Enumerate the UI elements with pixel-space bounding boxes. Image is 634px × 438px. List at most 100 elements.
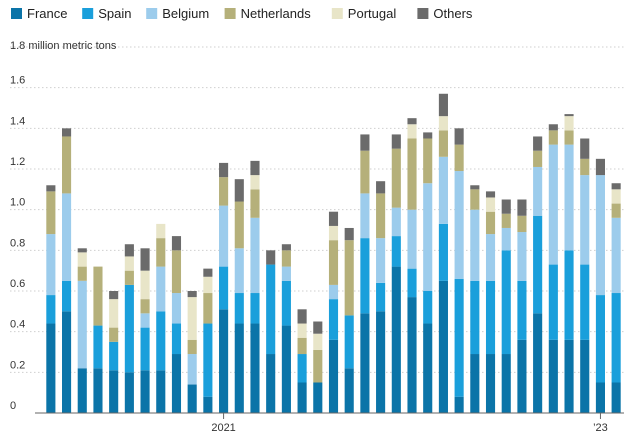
bar-segment-spain	[109, 341, 119, 371]
bar-segment-netherlands	[564, 130, 574, 145]
bar-segment-belgium	[595, 175, 605, 296]
bar-segment-netherlands	[517, 215, 527, 233]
bar-segment-others	[266, 250, 276, 265]
bar-segment-france	[360, 313, 370, 413]
bar-segment-belgium	[171, 293, 182, 324]
bar-segment-belgium	[46, 234, 56, 296]
bar-segment-netherlands	[156, 238, 166, 267]
bar-segment-spain	[219, 266, 229, 310]
bar-segment-belgium	[376, 238, 386, 283]
bar-segment-portugal	[203, 276, 213, 294]
bar-segment-portugal	[109, 299, 119, 328]
bar-segment-france	[266, 354, 276, 413]
bar-segment-belgium	[423, 183, 433, 291]
bar-segment-netherlands	[344, 240, 354, 316]
bar-segment-portugal	[187, 297, 197, 340]
bar-segment-others	[391, 134, 401, 149]
bar-segment-netherlands	[407, 138, 417, 210]
bar-segment-france	[485, 354, 496, 413]
bar-segment-belgium	[485, 234, 496, 281]
bar-segment-others	[313, 321, 323, 334]
bar-segment-spain	[548, 264, 558, 340]
bar-segment-belgium	[438, 156, 448, 224]
bar-segment-france	[376, 311, 386, 413]
bar-segment-netherlands	[360, 150, 370, 194]
bar-segment-others	[234, 179, 244, 202]
legend-swatch-spain	[82, 8, 94, 19]
bar-segment-france	[234, 323, 244, 413]
bar-segment-portugal	[77, 252, 87, 267]
bar-segment-spain	[517, 280, 527, 340]
bar-segment-others	[360, 134, 370, 151]
bar-segment-netherlands	[423, 138, 433, 184]
bar-segment-france	[580, 339, 590, 413]
bar-segment-france	[93, 368, 103, 413]
bar-segment-portugal	[250, 175, 260, 190]
bar-segment-others	[187, 291, 197, 298]
bar-segment-belgium	[407, 209, 417, 269]
bar-segment-netherlands	[580, 158, 590, 176]
bar-segment-netherlands	[250, 189, 260, 218]
bar-segment-spain	[595, 295, 605, 383]
bar-segment-spain	[297, 354, 307, 383]
bar-segment-others	[250, 160, 260, 176]
bar-segment-belgium	[187, 354, 197, 385]
legend-label-others: Others	[433, 6, 473, 21]
bar-segment-belgium	[140, 313, 150, 328]
bar-segment-others	[77, 248, 87, 253]
bar-segment-spain	[140, 327, 150, 371]
bar-segment-netherlands	[219, 177, 229, 206]
legend-swatch-netherlands	[224, 8, 236, 19]
bar-segment-belgium	[564, 144, 574, 251]
bar-segment-belgium	[580, 175, 590, 265]
legend-swatch-france	[11, 8, 22, 19]
bar-segment-france	[187, 384, 197, 413]
bar-segment-spain	[250, 293, 260, 324]
bar-segment-portugal	[156, 223, 166, 239]
bar-segment-others	[328, 211, 339, 226]
bar-segment-netherlands	[548, 130, 558, 145]
bar-segment-others	[407, 118, 417, 125]
bar-segment-portugal	[124, 256, 134, 271]
y-tick-label: 1.6	[10, 75, 25, 87]
bar-segment-portugal	[313, 333, 323, 350]
bar-segment-spain	[124, 284, 134, 373]
bar-segment-others	[109, 291, 119, 300]
bar-segment-netherlands	[77, 266, 87, 281]
bar-segment-others	[485, 191, 496, 198]
bar-segment-others	[171, 236, 182, 251]
y-tick-label: 0.4	[10, 319, 25, 331]
bar-segment-portugal	[297, 323, 307, 338]
bar-segment-belgium	[234, 248, 244, 294]
legend-swatch-belgium	[146, 8, 158, 19]
bar-segment-belgium	[391, 207, 401, 237]
bar-segment-netherlands	[470, 189, 480, 210]
bar-segment-others	[611, 183, 621, 190]
bar-segment-belgium	[360, 193, 370, 239]
bar-segment-belgium	[281, 266, 291, 281]
bar-segment-spain	[266, 264, 276, 355]
bar-segment-belgium	[470, 209, 480, 281]
bar-segment-portugal	[407, 124, 417, 139]
bar-segment-france	[407, 297, 417, 413]
bar-segment-others	[140, 248, 150, 271]
bar-segment-spain	[454, 278, 464, 397]
bar-segment-netherlands	[62, 136, 72, 194]
bar-segment-france	[46, 323, 56, 413]
bar-segment-france	[423, 323, 433, 413]
bar-segment-others	[564, 114, 574, 117]
bar-segment-portugal	[485, 197, 496, 212]
bar-segment-belgium	[219, 205, 229, 267]
bar-segment-france	[140, 370, 150, 413]
x-tick-labels: 2021 ’23	[211, 413, 608, 434]
bar-segment-belgium	[62, 193, 72, 281]
bar-segment-belgium	[250, 217, 260, 294]
bar-segment-netherlands	[533, 150, 543, 167]
bar-segment-spain	[62, 280, 72, 312]
legend-label-france: France	[27, 6, 67, 21]
bar-segment-belgium	[548, 144, 558, 265]
bar-segment-netherlands	[109, 327, 119, 342]
bar-segment-netherlands	[485, 211, 496, 235]
bar-segment-spain	[564, 250, 574, 340]
